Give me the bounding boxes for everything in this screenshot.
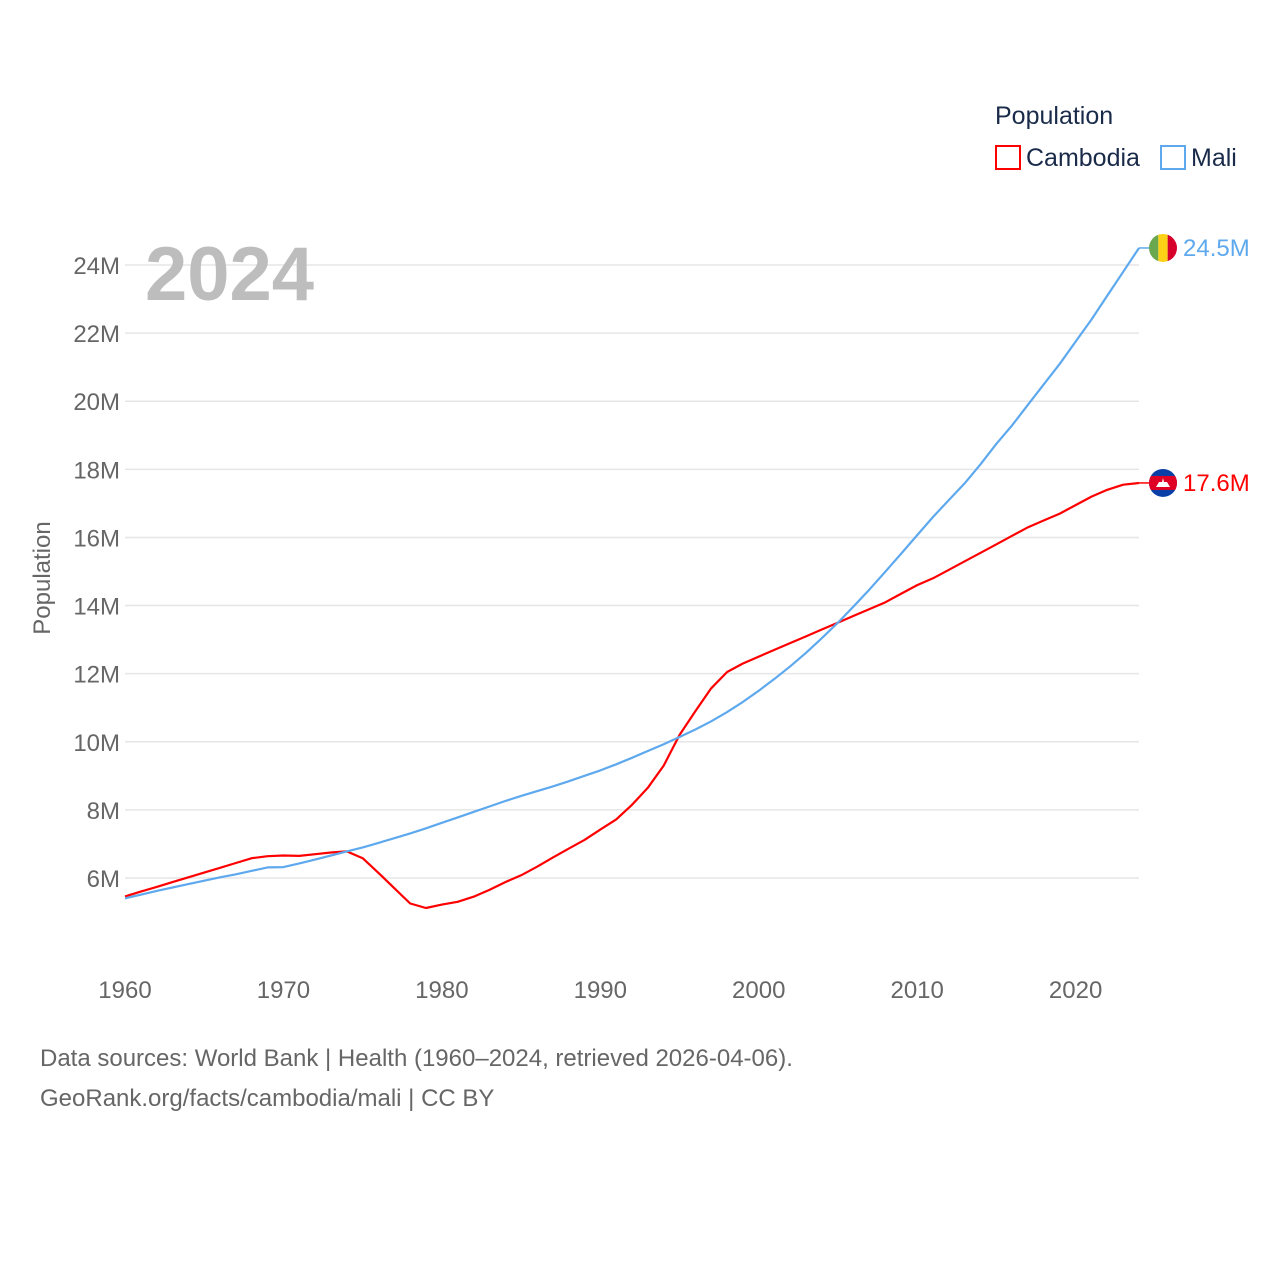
cambodia-flag-icon: [1149, 468, 1177, 497]
y-tick-label: 16M: [73, 525, 120, 552]
x-tick-label: 2000: [732, 977, 785, 1004]
x-tick-label: 1970: [257, 977, 310, 1004]
mali-flag-icon: [1149, 233, 1177, 262]
footer-sources: Data sources: World Bank | Health (1960–…: [40, 1045, 793, 1072]
end-value-label: 24.5M: [1183, 235, 1250, 262]
footer-link[interactable]: GeoRank.org/facts/cambodia/mali | CC BY: [40, 1085, 495, 1112]
y-tick-label: 8M: [87, 798, 120, 825]
flag-stripe: [1149, 233, 1159, 262]
angkor-wat-shape: [1156, 477, 1170, 487]
legend-title: Population: [995, 102, 1113, 130]
series-lines: [124, 247, 1140, 910]
legend-swatch-cambodia: [995, 145, 1021, 170]
y-tick-label: 12M: [73, 662, 120, 689]
end-labels: 17.6M 24.5M: [1139, 233, 1250, 497]
end-value-label: 17.6M: [1183, 470, 1250, 497]
legend-label-cambodia[interactable]: Cambodia: [1026, 144, 1140, 172]
y-tick-label: 6M: [87, 866, 120, 893]
y-tick-label: 22M: [73, 321, 120, 348]
x-tick-label: 1960: [98, 977, 151, 1004]
y-tick-label: 18M: [73, 457, 120, 484]
year-watermark: 2024: [145, 232, 314, 317]
line-mali: [124, 247, 1140, 900]
flag-stripe: [1158, 233, 1168, 262]
x-tick-label: 2020: [1049, 977, 1102, 1004]
line-cambodia: [124, 481, 1140, 910]
grid: [125, 264, 1139, 879]
legend-label-mali[interactable]: Mali: [1191, 144, 1237, 172]
flag-stripe: [1167, 233, 1177, 262]
y-tick-label: 24M: [73, 253, 120, 280]
x-tick-label: 1990: [574, 977, 627, 1004]
y-axis: 6M 8M 10M 12M 14M 16M 18M 20M 22M 24M: [73, 253, 120, 893]
y-axis-title: Population: [29, 521, 56, 634]
x-axis: 1960 1970 1980 1990 2000 2010 2020: [98, 977, 1102, 1004]
x-tick-label: 2010: [890, 977, 943, 1004]
x-tick-label: 1980: [415, 977, 468, 1004]
y-tick-label: 10M: [73, 730, 120, 757]
legend-swatch-mali: [1160, 145, 1186, 170]
y-tick-label: 20M: [73, 389, 120, 416]
legend: Population Cambodia Mali: [995, 102, 1237, 172]
y-tick-label: 14M: [73, 594, 120, 621]
